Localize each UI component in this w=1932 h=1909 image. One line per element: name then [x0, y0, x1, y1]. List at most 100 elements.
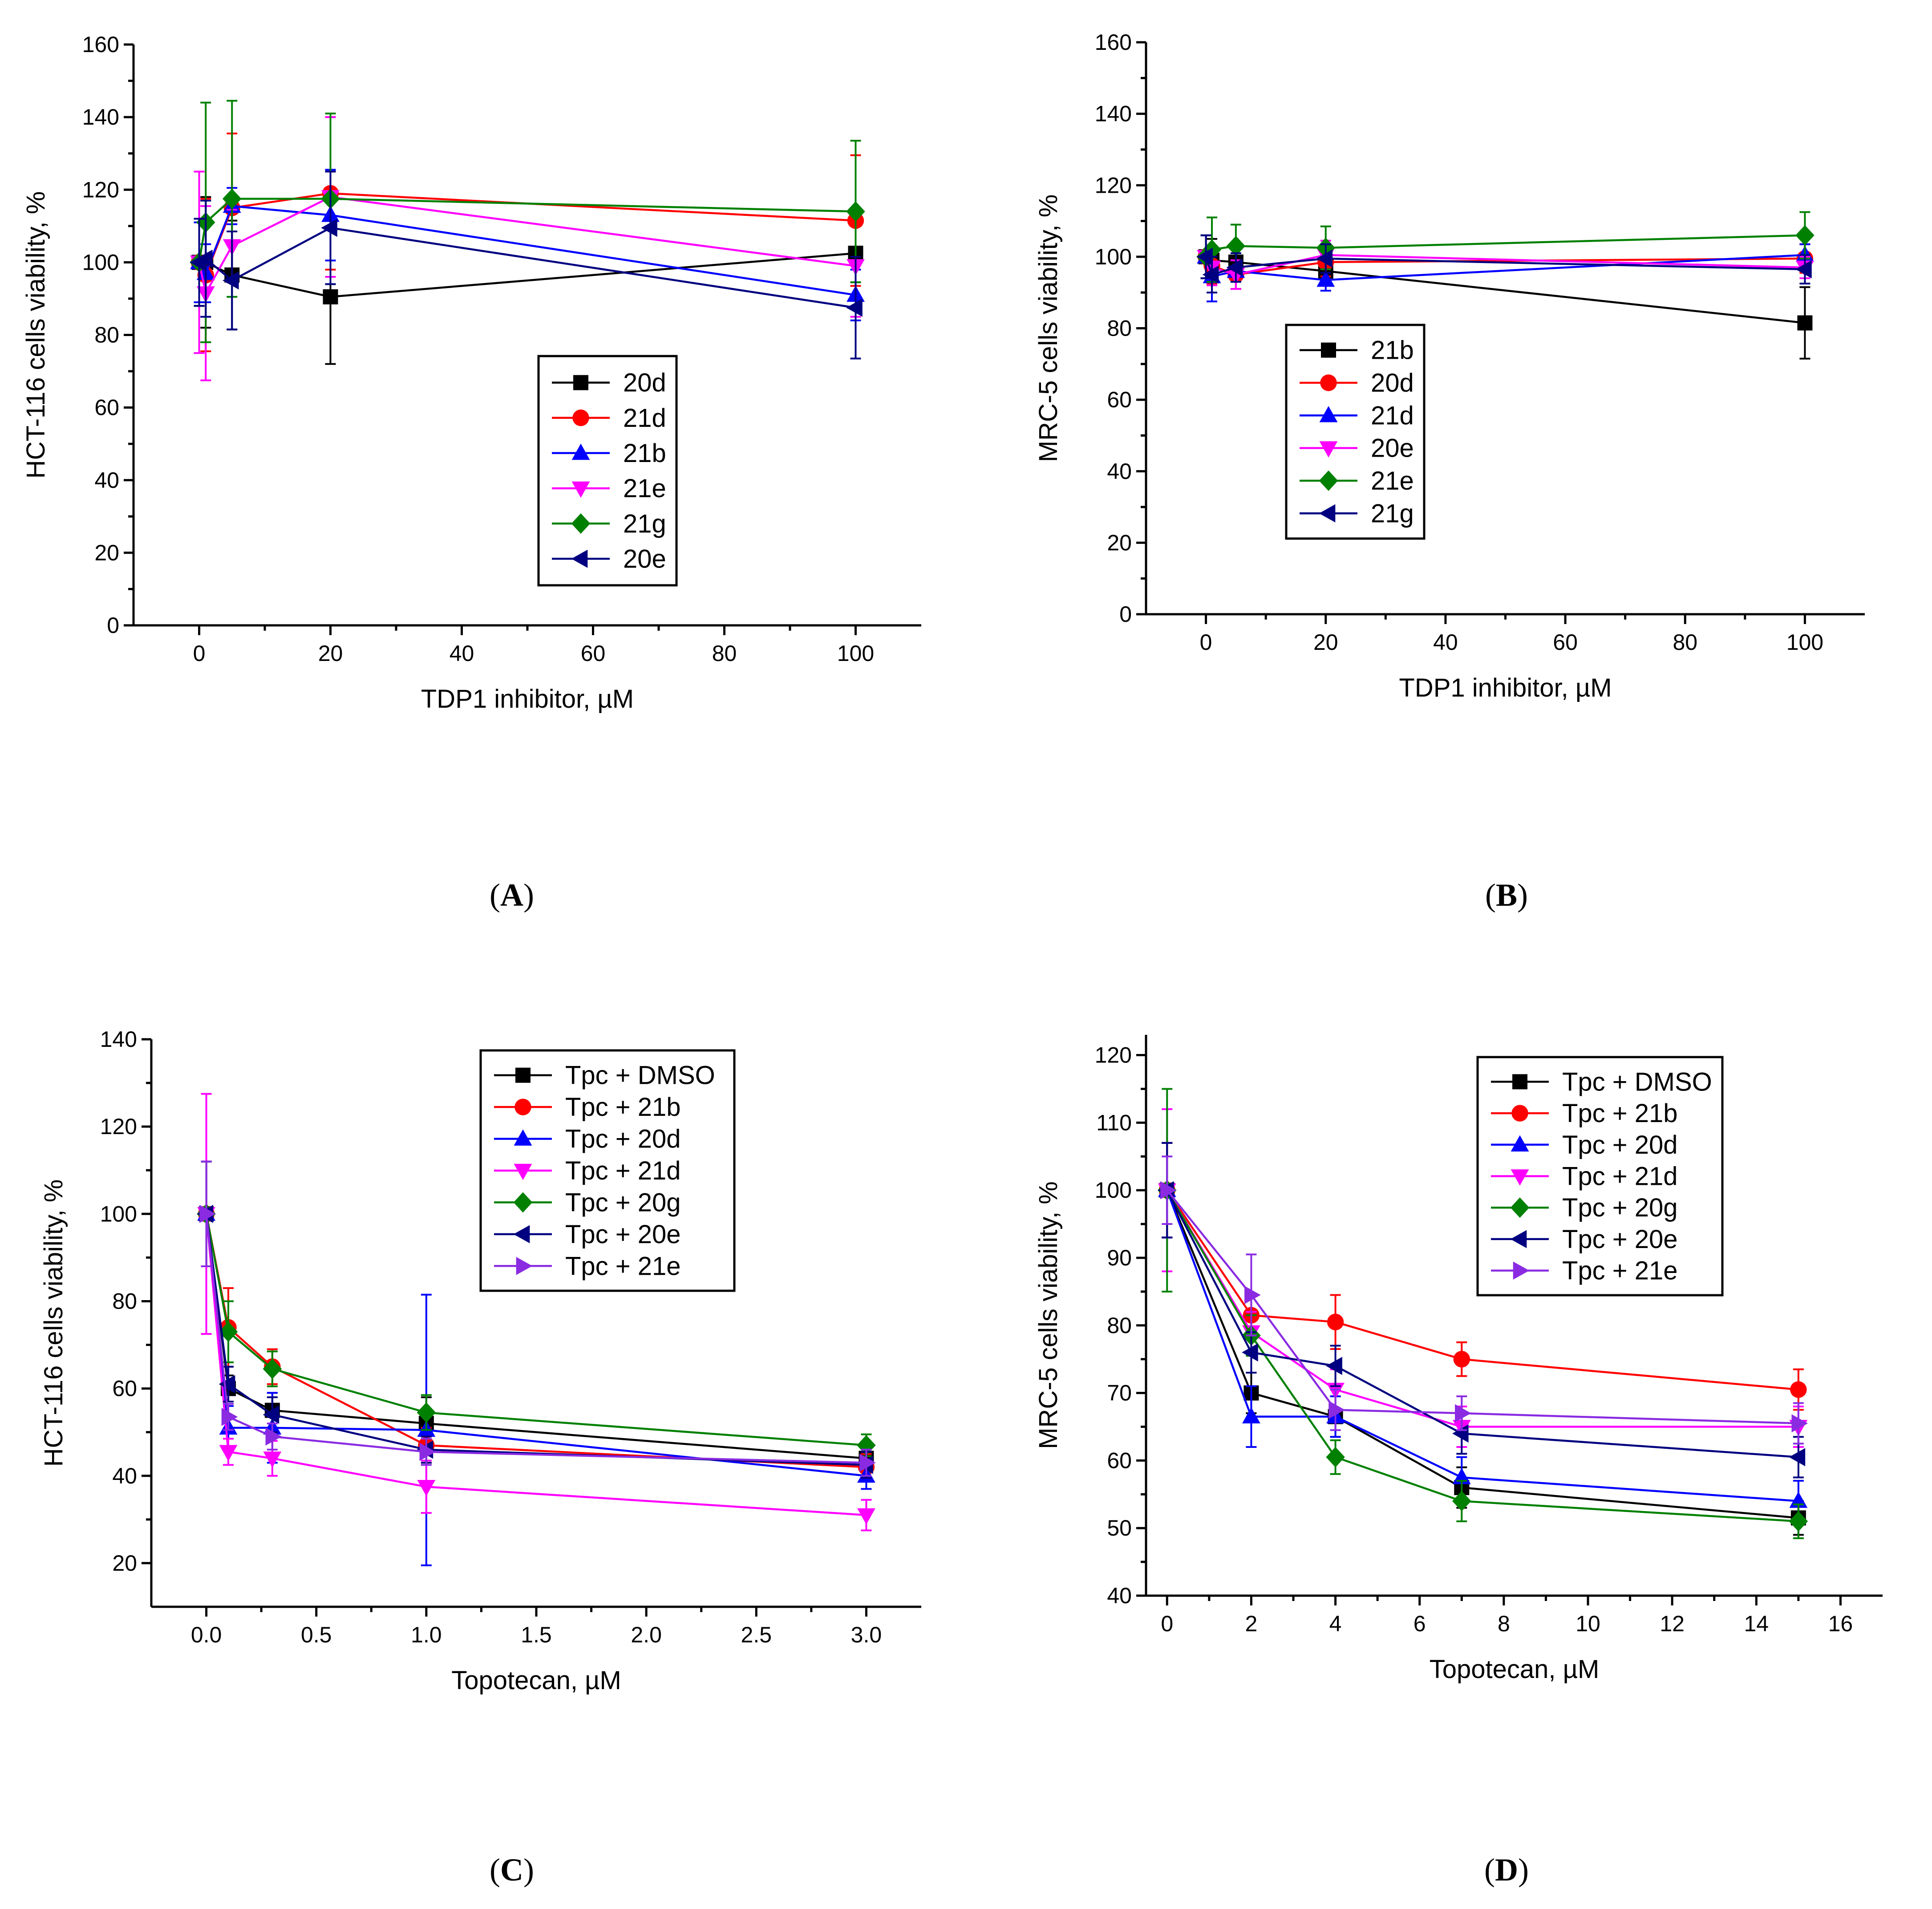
x-axis-title: TDP1 inhibitor, µM	[1399, 673, 1612, 702]
legend-label: 21e	[623, 474, 666, 503]
data-point-marker	[199, 1204, 216, 1223]
data-point-marker	[219, 1321, 238, 1342]
data-point-marker	[1326, 1357, 1342, 1375]
x-tick-label: 16	[1828, 1611, 1853, 1636]
data-point-marker	[846, 298, 863, 317]
legend-marker	[513, 1192, 533, 1213]
x-tick-label: 8	[1498, 1611, 1510, 1636]
x-tick-label: 60	[581, 641, 606, 666]
y-tick-label: 120	[1095, 1043, 1132, 1068]
data-point-marker	[1790, 1381, 1807, 1398]
x-tick-label: 0.0	[191, 1622, 222, 1647]
legend-marker	[1319, 470, 1338, 491]
legend-label: Tpc + 20e	[1562, 1225, 1678, 1254]
x-tick-label: 0.5	[301, 1622, 332, 1647]
x-tick-label: 6	[1414, 1611, 1426, 1636]
legend-marker	[572, 409, 589, 426]
legend-marker	[1320, 374, 1337, 391]
y-tick-label: 60	[1107, 387, 1132, 412]
x-tick-label: 80	[1673, 630, 1697, 655]
data-point-marker	[419, 1443, 436, 1461]
series-line	[198, 227, 856, 309]
chart-panel-c: 20 40 60 80 100 120 140 0.0 0.5 1.0 1.5 2.0 2.5 3.0 To…	[39, 1027, 921, 1888]
legend-marker	[516, 1256, 533, 1275]
chart-panel-d: 40 50 60 70 80 90 100 110 120 0 2 4 6 8 10 12 14 16 Topote…	[1034, 1035, 1883, 1888]
y-tick-label: 40	[94, 468, 119, 493]
data-point-marker	[221, 1407, 238, 1426]
legend-label: 21d	[623, 404, 666, 433]
legend-marker	[1511, 1105, 1528, 1122]
panel-label: (A)	[490, 877, 534, 913]
legend-marker	[1510, 1230, 1527, 1248]
data-point-marker	[859, 1453, 876, 1472]
legend-label: 21d	[1371, 401, 1414, 430]
x-tick-label: 1.5	[521, 1622, 552, 1647]
y-tick-label: 80	[94, 323, 119, 348]
legend-marker	[514, 1163, 532, 1180]
legend-marker	[1319, 406, 1338, 422]
legend-marker	[571, 513, 591, 534]
x-tick-label: 0	[1200, 630, 1212, 655]
series-tpc-21e	[1160, 1155, 1808, 1445]
data-point-marker	[1789, 1448, 1806, 1467]
y-tick-label: 80	[112, 1289, 137, 1313]
panel-label: (D)	[1484, 1852, 1529, 1888]
legend-marker	[573, 375, 588, 390]
y-tick-label: 50	[1107, 1516, 1132, 1540]
series-21g	[190, 100, 865, 343]
x-tick-label: 1.0	[411, 1622, 442, 1647]
legend-label: Tpc + 21e	[1562, 1256, 1678, 1285]
data-point-marker	[1160, 1181, 1177, 1200]
data-point-marker	[1326, 1447, 1345, 1467]
series-21b	[190, 169, 865, 321]
legend-marker	[1319, 504, 1336, 523]
data-point-marker	[1316, 249, 1333, 268]
data-point-marker	[857, 1508, 875, 1525]
legend-label: 21b	[623, 439, 666, 468]
data-point-marker	[223, 271, 239, 290]
data-point-marker	[1242, 1407, 1260, 1424]
y-tick-label: 60	[94, 395, 119, 420]
data-point-marker	[846, 201, 865, 222]
y-tick-label: 100	[100, 1201, 137, 1226]
legend-label: 20e	[1371, 434, 1414, 463]
legend: 20d 21d 21b 21e 21g 20e	[537, 355, 678, 587]
panel-label: (B)	[1485, 877, 1528, 913]
series-tpc-20g	[1158, 1088, 1808, 1539]
y-tick-label: 140	[100, 1027, 137, 1052]
data-point-marker	[323, 289, 338, 304]
data-point-marker	[1797, 315, 1813, 331]
x-tick-label: 100	[1786, 630, 1823, 655]
y-tick-label: 20	[94, 540, 119, 565]
y-tick-label: 20	[112, 1551, 137, 1576]
data-point-marker	[1452, 1424, 1469, 1443]
legend-marker	[514, 1129, 532, 1146]
legend-label: 20e	[623, 544, 666, 573]
series-21d	[190, 116, 864, 353]
y-tick-label: 100	[1095, 1178, 1132, 1203]
y-tick-label: 100	[1095, 244, 1132, 269]
x-tick-label: 4	[1329, 1611, 1342, 1636]
y-tick-label: 120	[100, 1114, 137, 1139]
x-tick-label: 3.0	[851, 1622, 882, 1647]
y-axis-title: MRC-5 cells viability, %	[1034, 195, 1063, 462]
series-21g	[1196, 234, 1812, 294]
legend-marker	[1511, 1169, 1529, 1186]
x-tick-label: 0	[1161, 1611, 1173, 1636]
data-point-marker	[1202, 265, 1219, 284]
data-point-marker	[1244, 1286, 1261, 1304]
data-point-marker	[1453, 1350, 1470, 1368]
y-tick-label: 0	[1119, 602, 1132, 627]
legend-marker	[515, 1067, 531, 1083]
legend-marker	[1513, 1261, 1530, 1280]
data-point-marker	[263, 1451, 282, 1468]
x-tick-label: 20	[1313, 630, 1338, 655]
data-point-marker	[223, 188, 242, 209]
legend-marker	[571, 550, 588, 568]
data-point-marker	[1327, 1313, 1344, 1330]
legend-marker	[1512, 1074, 1527, 1090]
legend-label: 20d	[1371, 369, 1414, 397]
legend-label: Tpc + 20d	[1562, 1131, 1678, 1159]
